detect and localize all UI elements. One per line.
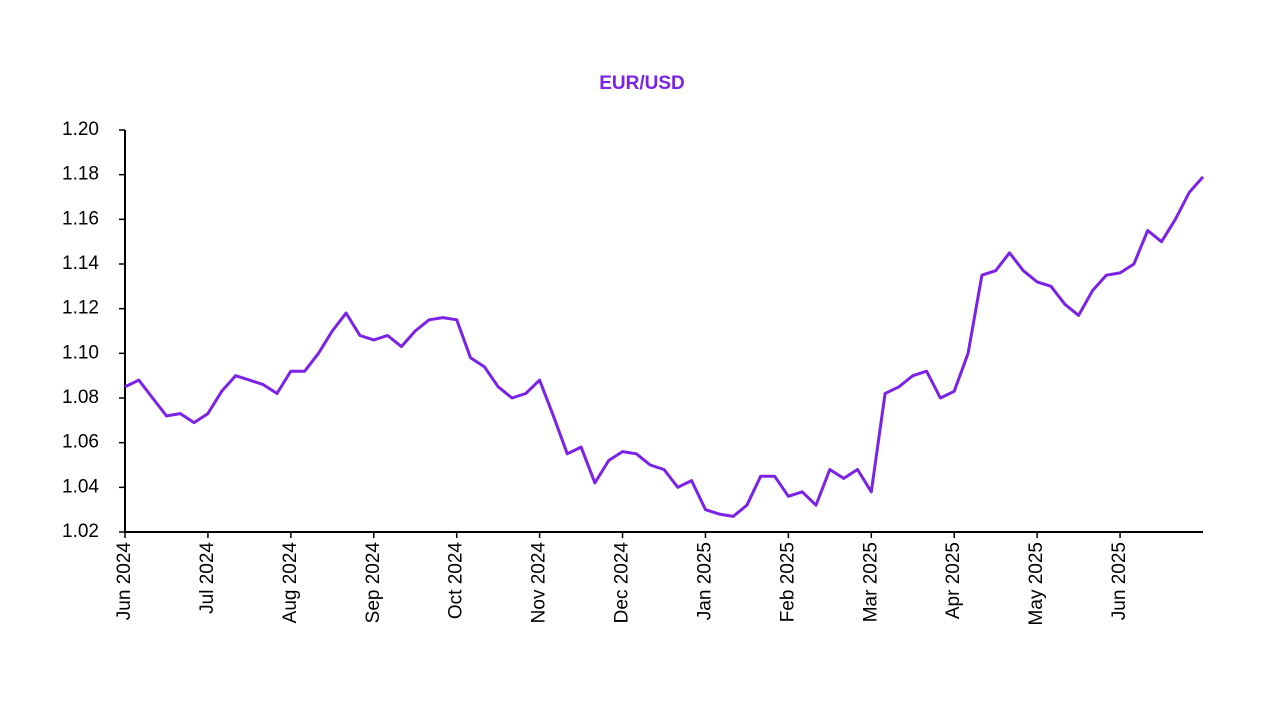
x-tick-label: Feb 2025 bbox=[777, 542, 798, 622]
x-tick-label: Apr 2025 bbox=[943, 542, 964, 619]
x-tick-label: Sep 2024 bbox=[363, 542, 384, 624]
y-tick-label: 1.04 bbox=[62, 476, 99, 497]
x-tick-label: May 2025 bbox=[1026, 542, 1047, 625]
y-tick-label: 1.10 bbox=[62, 342, 99, 363]
x-tick-label: Jan 2025 bbox=[694, 542, 715, 620]
x-tick-label: Mar 2025 bbox=[860, 542, 881, 622]
y-tick-label: 1.08 bbox=[62, 387, 99, 408]
y-tick-label: 1.16 bbox=[62, 208, 99, 229]
x-tick-label: Oct 2024 bbox=[446, 542, 467, 620]
y-tick-label: 1.14 bbox=[62, 253, 99, 274]
x-tick-label: Aug 2024 bbox=[280, 542, 301, 624]
x-tick-label: Jun 2024 bbox=[114, 542, 135, 621]
x-tick-label: Nov 2024 bbox=[529, 542, 550, 624]
y-tick-label: 1.12 bbox=[62, 298, 99, 319]
y-tick-label: 1.20 bbox=[62, 119, 99, 140]
y-tick-label: 1.06 bbox=[62, 432, 99, 453]
price-line bbox=[124, 175, 1205, 518]
y-tick-label: 1.02 bbox=[62, 521, 99, 542]
x-tick-label: Jun 2025 bbox=[1109, 542, 1130, 620]
chart-title: EUR/USD bbox=[599, 73, 685, 94]
x-tick-label: Dec 2024 bbox=[612, 542, 633, 624]
x-tick-label: Jul 2024 bbox=[197, 542, 218, 614]
y-tick-label: 1.18 bbox=[62, 164, 99, 185]
